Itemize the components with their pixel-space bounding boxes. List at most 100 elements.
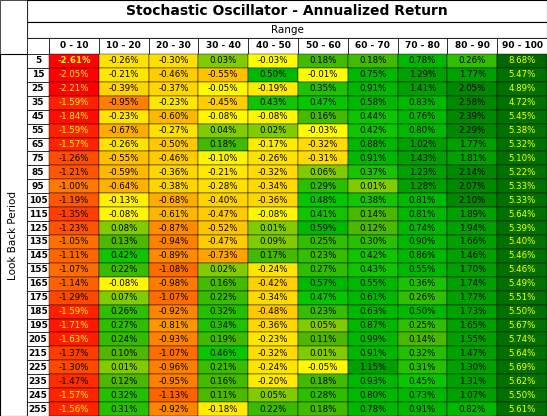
Bar [149, 207, 199, 221]
Text: 0.03%: 0.03% [210, 57, 237, 65]
Text: -1.57%: -1.57% [59, 140, 89, 149]
Bar [298, 319, 348, 332]
Text: 175: 175 [28, 293, 48, 302]
Text: -0.96%: -0.96% [158, 363, 189, 372]
Bar [27, 22, 547, 38]
Bar [298, 305, 348, 319]
Text: 0.18%: 0.18% [210, 140, 237, 149]
Bar [49, 263, 99, 277]
Text: -0.38%: -0.38% [158, 182, 189, 191]
Bar [27, 38, 49, 54]
Bar [27, 221, 49, 235]
Bar [49, 235, 99, 249]
Text: 1.15%: 1.15% [359, 363, 386, 372]
Text: -2.21%: -2.21% [59, 84, 89, 93]
Text: 235: 235 [28, 377, 48, 386]
Text: -1.07%: -1.07% [158, 293, 189, 302]
Text: 125: 125 [28, 223, 48, 233]
Bar [398, 263, 447, 277]
Text: 5.64%: 5.64% [508, 210, 536, 219]
Bar [447, 347, 497, 360]
Bar [298, 207, 348, 221]
Text: -1.26%: -1.26% [59, 154, 89, 163]
Bar [99, 54, 149, 68]
Bar [497, 151, 547, 166]
Bar [49, 305, 99, 319]
Text: -0.21%: -0.21% [108, 70, 139, 79]
Text: 155: 155 [28, 265, 48, 274]
Text: 0.10%: 0.10% [110, 349, 137, 358]
Text: 135: 135 [28, 238, 48, 246]
Bar [298, 332, 348, 347]
Bar [447, 96, 497, 110]
Bar [27, 96, 49, 110]
Bar [199, 235, 248, 249]
Text: -0.36%: -0.36% [158, 168, 189, 177]
Text: -0.23%: -0.23% [258, 335, 288, 344]
Bar [348, 166, 398, 179]
Text: Stochastic Oscillator - Annualized Return: Stochastic Oscillator - Annualized Retur… [126, 4, 448, 18]
Bar [398, 151, 447, 166]
Bar [447, 235, 497, 249]
Bar [49, 347, 99, 360]
Text: -0.05%: -0.05% [208, 84, 238, 93]
Bar [497, 291, 547, 305]
Text: -0.92%: -0.92% [158, 404, 189, 414]
Text: -0.87%: -0.87% [158, 223, 189, 233]
Text: 0.43%: 0.43% [359, 265, 386, 274]
Text: 65: 65 [32, 140, 44, 149]
Bar [398, 179, 447, 193]
Text: 80 - 90: 80 - 90 [455, 42, 490, 50]
Text: -0.34%: -0.34% [258, 182, 288, 191]
Text: 1.29%: 1.29% [409, 70, 436, 79]
Text: 2.10%: 2.10% [458, 196, 486, 205]
Text: -1.47%: -1.47% [59, 377, 89, 386]
Bar [298, 221, 348, 235]
Bar [398, 124, 447, 138]
Bar [149, 54, 199, 68]
Text: 0.31%: 0.31% [110, 404, 137, 414]
Text: -1.29%: -1.29% [59, 293, 89, 302]
Bar [398, 166, 447, 179]
Text: -0.19%: -0.19% [258, 84, 288, 93]
Text: -1.00%: -1.00% [59, 182, 89, 191]
Text: 5.33%: 5.33% [508, 182, 536, 191]
Bar [248, 277, 298, 291]
Bar [497, 263, 547, 277]
Text: 1.28%: 1.28% [409, 182, 436, 191]
Text: 0.16%: 0.16% [210, 377, 237, 386]
Text: -0.17%: -0.17% [258, 140, 288, 149]
Bar [298, 68, 348, 82]
Bar [248, 54, 298, 68]
Bar [298, 179, 348, 193]
Bar [99, 305, 149, 319]
Text: 245: 245 [28, 391, 48, 400]
Bar [248, 193, 298, 207]
Text: 1.31%: 1.31% [458, 377, 486, 386]
Bar [199, 54, 248, 68]
Text: 1.77%: 1.77% [458, 140, 486, 149]
Text: 205: 205 [28, 335, 47, 344]
Bar [348, 249, 398, 263]
Bar [348, 96, 398, 110]
Text: 0.76%: 0.76% [409, 112, 436, 121]
Text: 5.10%: 5.10% [508, 154, 536, 163]
Text: 0.37%: 0.37% [359, 168, 386, 177]
Bar [248, 388, 298, 402]
Bar [27, 374, 49, 388]
Bar [149, 360, 199, 374]
Bar [49, 193, 99, 207]
Text: 0.01%: 0.01% [309, 349, 336, 358]
Bar [99, 402, 149, 416]
Bar [298, 291, 348, 305]
Text: 0.81%: 0.81% [409, 196, 436, 205]
Bar [99, 291, 149, 305]
Bar [99, 193, 149, 207]
Text: 225: 225 [28, 363, 48, 372]
Text: 1.81%: 1.81% [458, 154, 486, 163]
Bar [497, 249, 547, 263]
Text: 1.77%: 1.77% [458, 70, 486, 79]
Text: -0.08%: -0.08% [258, 112, 288, 121]
Text: 5.61%: 5.61% [508, 404, 536, 414]
Text: -1.57%: -1.57% [59, 391, 89, 400]
